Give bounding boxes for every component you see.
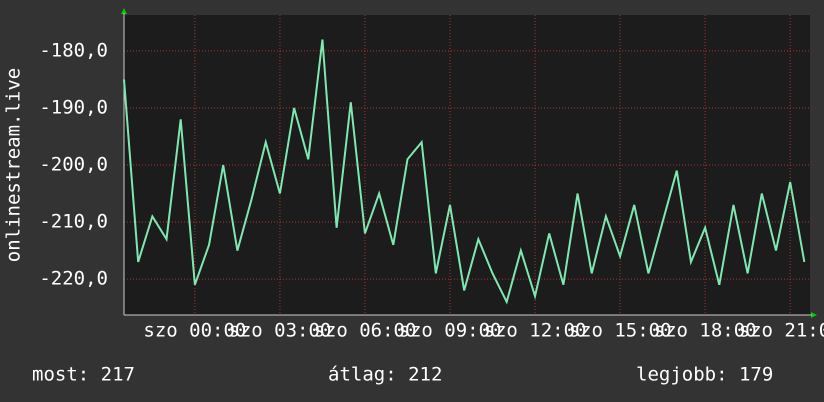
y-axis-label: onlinestream.live — [3, 68, 25, 262]
y-tick-label: -180,0 — [39, 39, 108, 61]
x-tick-label: szo 21:00 — [739, 320, 824, 342]
stat-label: most: 217 — [32, 364, 135, 386]
axis-arrow — [121, 8, 127, 14]
x-tick-label: szo 00:00 — [143, 320, 246, 342]
x-tick-label: szo 06:00 — [313, 320, 416, 342]
x-tick-label: szo 15:00 — [569, 320, 672, 342]
y-tick-label: -200,0 — [39, 154, 108, 176]
x-tick-label: szo 12:00 — [484, 320, 587, 342]
x-tick-label: szo 03:00 — [228, 320, 331, 342]
y-tick-label: -210,0 — [39, 211, 108, 233]
stat-label: legjobb: 179 — [636, 364, 773, 386]
x-tick-label: szo 18:00 — [654, 320, 757, 342]
x-tick-label: szo 09:00 — [399, 320, 502, 342]
stat-label: átlag: 212 — [328, 364, 442, 386]
data-line — [123, 39, 806, 305]
y-tick-label: -190,0 — [39, 96, 108, 118]
axis-arrow — [811, 312, 817, 318]
y-tick-label: -220,0 — [39, 268, 108, 290]
